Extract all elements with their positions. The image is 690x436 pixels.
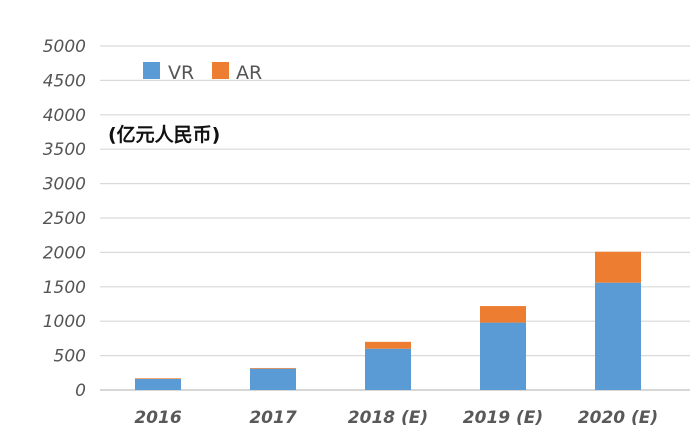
x-tick-label: 2018 (E) <box>348 408 428 428</box>
bar-ar-0 <box>135 378 181 379</box>
x-tick-label: 2017 <box>249 408 296 428</box>
y-tick-label: 5000 <box>43 37 86 57</box>
y-tick-label: 3500 <box>43 140 86 160</box>
y-tick-label: 2000 <box>43 243 86 263</box>
bars <box>135 251 641 390</box>
unit-label: (亿元人民币) <box>108 123 220 146</box>
legend: VR AR <box>143 62 262 84</box>
bar-vr-1 <box>250 368 296 390</box>
bar-ar-1 <box>250 367 296 369</box>
gridlines <box>100 45 690 391</box>
x-tick-label: 2020 (E) <box>578 408 658 428</box>
y-tick-label: 4500 <box>43 71 86 91</box>
x-tick-label: 2019 (E) <box>463 408 543 428</box>
y-tick-label: 0 <box>75 381 86 401</box>
bar-ar-4 <box>595 251 641 283</box>
y-tick-label: 2500 <box>43 209 86 229</box>
y-tick-label: 3000 <box>43 175 86 195</box>
legend-swatch-vr <box>143 62 160 79</box>
legend-label-vr: VR <box>168 62 194 84</box>
legend-swatch-ar <box>212 62 229 79</box>
y-tick-label: 500 <box>54 347 86 367</box>
legend-label-ar: AR <box>236 62 262 84</box>
x-axis-ticks: 2016 2017 2018 (E) 2019 (E) 2020 (E) <box>134 408 658 428</box>
bar-vr-3 <box>480 322 526 390</box>
y-axis-ticks: 0 500 1000 1500 2000 2500 3000 3500 4000 4500 5000 <box>43 37 86 401</box>
bar-vr-4 <box>595 282 641 390</box>
y-tick-label: 1000 <box>43 312 86 332</box>
bar-vr-2 <box>365 348 411 390</box>
bar-ar-2 <box>365 341 411 349</box>
bar-vr-0 <box>135 378 181 390</box>
bar-ar-3 <box>480 306 526 323</box>
y-tick-label: 4000 <box>43 106 86 126</box>
x-tick-label: 2016 <box>134 408 181 428</box>
y-tick-label: 1500 <box>43 278 86 298</box>
